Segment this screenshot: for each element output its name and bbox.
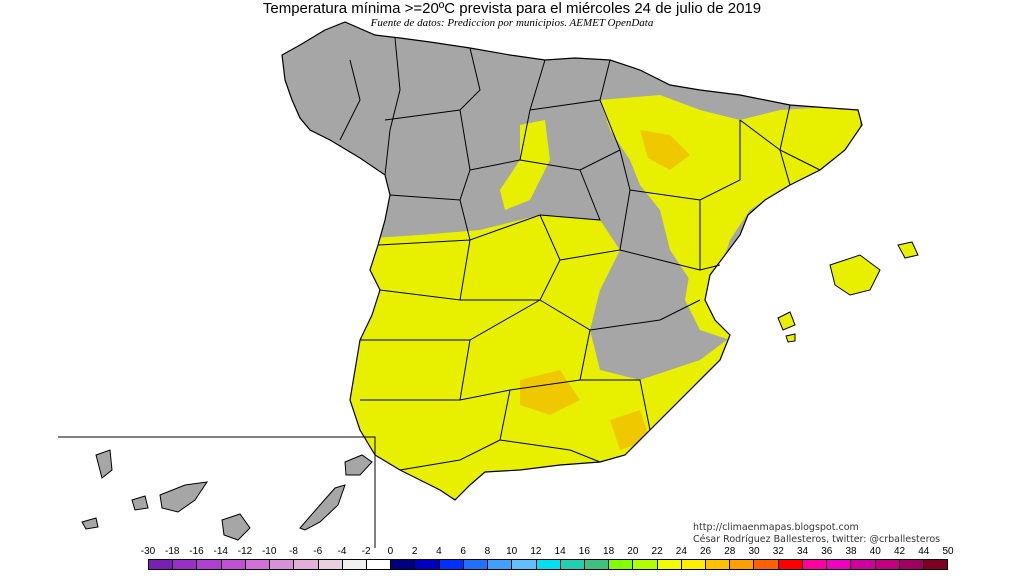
legend-tick-label: 20: [627, 546, 639, 557]
legend-tick-label: -12: [237, 546, 253, 557]
legend-tick-label: 50: [942, 546, 954, 557]
legend-swatch: [270, 560, 295, 569]
island-mallorca: [829, 254, 881, 296]
legend-swatch: [294, 560, 319, 569]
island-fuerteventura: [299, 484, 346, 531]
legend-swatch: [318, 560, 343, 569]
legend-swatch: [391, 560, 416, 569]
legend-tick-label: -16: [189, 546, 204, 557]
hot-zones: [340, 95, 860, 500]
hotter-zone-ebro: [640, 130, 690, 170]
legend-tick-label: 32: [772, 546, 784, 557]
legend-color-bar: [148, 559, 948, 570]
legend-tick-label: 10: [506, 546, 518, 557]
legend-swatch: [245, 560, 271, 569]
legend-tick-label: 16: [578, 546, 590, 557]
island-el-hierro: [81, 517, 99, 530]
legend-tick-labels: -30 -18 -16 -14 -12 -10 -8 -6 -4 -2 0 2 4 6 8 10 12 14 16 1…: [0, 546, 1024, 560]
island-la-palma: [95, 449, 113, 479]
legend-tick-label: 38: [845, 546, 857, 557]
author-credit: César Rodríguez Ballesteros, twitter: @c…: [693, 534, 941, 545]
legend-swatch: [173, 560, 198, 569]
province-borders: [339, 37, 821, 471]
legend-tick-label: -2: [361, 546, 371, 557]
legend-swatch: [851, 560, 876, 569]
legend-tick-label: 18: [603, 546, 615, 557]
legend-tick-label: -18: [165, 546, 180, 557]
legend-swatch: [754, 560, 779, 569]
island-la-gomera: [131, 495, 149, 511]
legend-swatch: [681, 560, 707, 569]
legend-tick-label: 28: [724, 546, 736, 557]
legend-tick-label: 44: [918, 546, 930, 557]
legend-tick-label: 42: [893, 546, 906, 557]
legend-swatch: [584, 560, 610, 569]
legend-swatch: [366, 560, 392, 569]
legend-swatch: [415, 560, 440, 569]
legend-tick-label: 40: [869, 546, 881, 557]
legend-tick-label: 2: [411, 546, 418, 557]
legend-tick-label: 14: [554, 546, 566, 557]
blog-credit: http://climaenmapas.blogspot.com: [693, 522, 859, 533]
legend-swatch: [875, 560, 900, 569]
legend-swatch: [609, 560, 634, 569]
legend-tick-label: -8: [289, 546, 298, 557]
map-subtitle: Fuente de datos: Prediccion por municipi…: [370, 17, 654, 29]
legend-tick-label: 30: [748, 546, 760, 557]
legend-swatch: [342, 560, 367, 569]
legend-tick-label: -14: [213, 546, 228, 557]
legend-swatch: [730, 560, 755, 569]
legend-tick-label: 22: [651, 546, 663, 557]
legend-swatch: [488, 560, 513, 569]
legend-tick-label: 4: [436, 546, 442, 557]
legend-swatch: [560, 560, 585, 569]
legend-swatch: [899, 560, 924, 569]
island-formentera: [785, 333, 796, 343]
legend-tick-label: 6: [460, 546, 466, 557]
island-gran-canaria: [221, 513, 251, 541]
island-menorca: [897, 241, 919, 259]
legend-swatch: [221, 560, 246, 569]
legend-swatch: [633, 560, 658, 569]
legend-swatch: [706, 560, 731, 569]
legend-swatch: [827, 560, 852, 569]
legend-swatch: [924, 560, 948, 569]
legend-tick-label: -4: [337, 546, 347, 557]
legend-tick-label: 0: [387, 546, 394, 557]
canary-inset-frame: [58, 436, 376, 548]
legend-tick-label: -6: [313, 546, 323, 557]
legend-tick-label: 12: [530, 546, 542, 557]
legend-swatch: [802, 560, 828, 569]
legend-swatch: [657, 560, 682, 569]
hot-zone-duero: [500, 120, 550, 210]
map-title: Temperatura mínima >=20ºC prevista para …: [262, 0, 762, 17]
island-tenerife: [159, 481, 209, 513]
island-ibiza: [777, 311, 796, 331]
legend-tick-label: 8: [484, 546, 491, 557]
legend-tick-label: 24: [675, 546, 687, 557]
hotter-zone-guadalquivir: [520, 370, 580, 415]
credits: http://climaenmapas.blogspot.com César R…: [693, 522, 940, 546]
legend-tick-label: -10: [261, 546, 277, 557]
legend-swatch: [439, 560, 464, 569]
legend-tick-label: 34: [796, 546, 809, 557]
island-lanzarote: [344, 454, 373, 476]
legend-swatch: [512, 560, 537, 569]
legend-swatch: [536, 560, 561, 569]
legend-swatch: [149, 560, 174, 569]
legend-swatch: [463, 560, 489, 569]
legend-tick-label: 26: [700, 546, 712, 557]
legend-swatch: [778, 560, 803, 569]
legend-tick-label: 36: [821, 546, 833, 557]
legend-swatch: [197, 560, 222, 569]
legend-tick-label: -30: [140, 546, 156, 557]
